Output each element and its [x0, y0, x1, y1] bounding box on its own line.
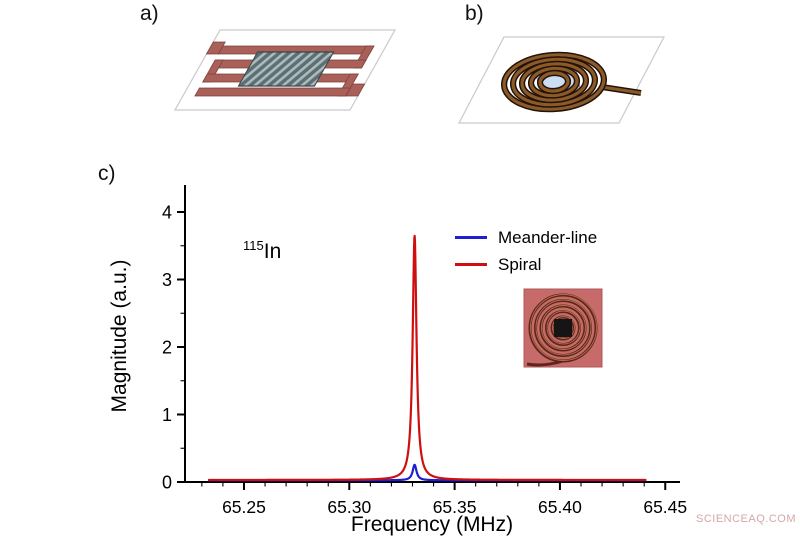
photo-coil-highlight — [530, 294, 597, 361]
spiral-coil-photo — [523, 288, 603, 368]
x-tick-label: 65.25 — [222, 497, 266, 517]
spiral-coil-illustration — [458, 36, 665, 124]
panel-a-label: a) — [140, 2, 159, 25]
panel-b-label: b) — [465, 2, 484, 25]
plot-svg: 65.25 65.30 65.35 65.40 65.45 0 1 2 3 4 — [162, 185, 687, 517]
legend-item: Spiral — [455, 251, 597, 278]
axes: 65.25 65.30 65.35 65.40 65.45 0 1 2 3 4 — [162, 185, 687, 517]
y-tick-label: 2 — [162, 338, 172, 358]
legend-label: Meander-line — [498, 227, 598, 247]
y-tick-label: 3 — [162, 270, 172, 290]
x-tick-label: 65.40 — [538, 497, 582, 517]
spiral-coil — [500, 51, 642, 113]
legend: Meander-line Spiral — [455, 224, 597, 278]
x-tick-label: 65.45 — [643, 497, 687, 517]
photo-coil — [526, 293, 598, 367]
isotope-label: 115In — [243, 238, 281, 264]
y-tick-label: 0 — [162, 473, 172, 493]
y-axis-label: Magnitude (a.u.) — [108, 259, 131, 413]
legend-item: Meander-line — [455, 224, 597, 251]
legend-swatch — [455, 262, 487, 267]
x-tick-label: 65.30 — [327, 497, 371, 517]
legend-label: Spiral — [498, 254, 542, 274]
meander-antenna-illustration — [173, 29, 397, 111]
series-spiral — [207, 234, 648, 482]
axis-lines — [184, 185, 680, 483]
y-tick-label: 1 — [162, 405, 172, 425]
panel-c-label: c) — [98, 162, 116, 185]
sample-chip — [237, 51, 335, 87]
x-tick-label: 65.35 — [433, 497, 477, 517]
isotope-mass-number: 115 — [243, 238, 264, 253]
isotope-symbol: In — [263, 240, 282, 263]
x-axis-label: Frequency (MHz) — [350, 513, 514, 536]
watermark: SCIENCEAQ.COM — [695, 513, 796, 525]
y-tick-label: 4 — [162, 203, 172, 223]
photo-chip — [554, 319, 572, 337]
legend-swatch — [455, 235, 487, 240]
coil-rings — [500, 51, 642, 113]
